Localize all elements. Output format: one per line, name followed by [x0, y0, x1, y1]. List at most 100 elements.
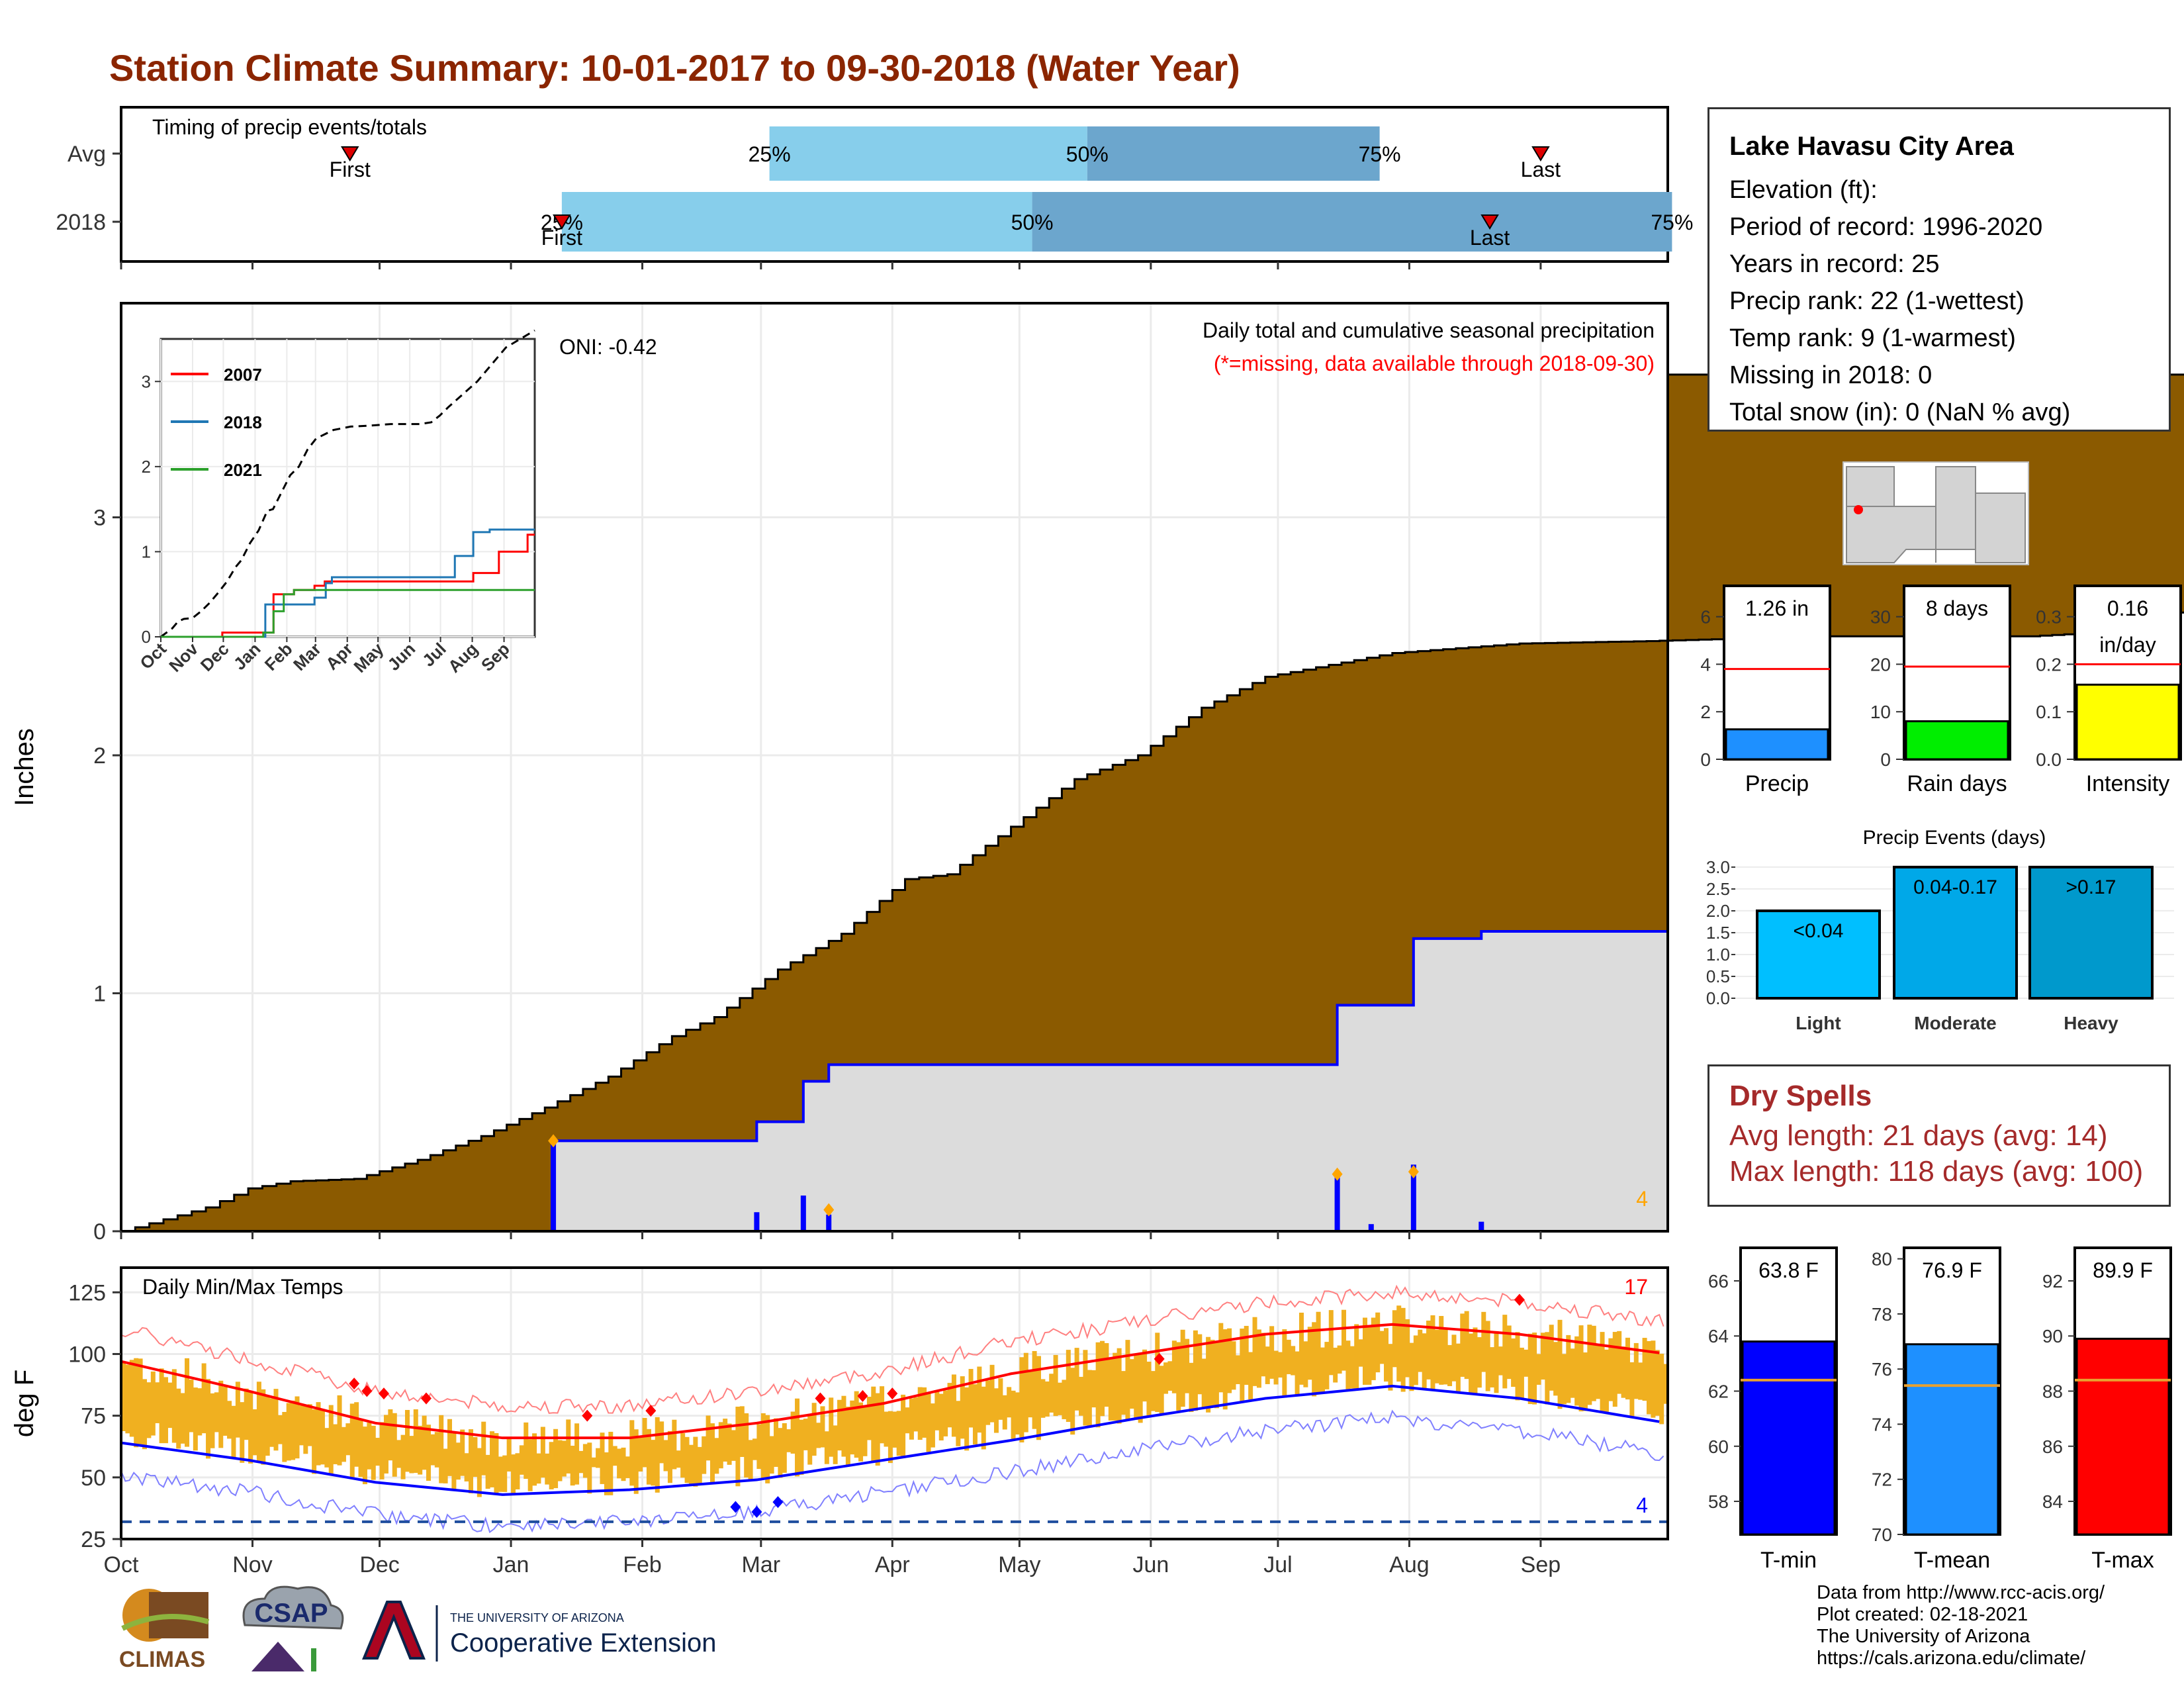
daily-temp-bar [1015, 1392, 1020, 1435]
inset-legend-label: 2021 [224, 460, 262, 480]
daily-temp-bar [235, 1382, 240, 1438]
daily-temp-bar [714, 1438, 719, 1474]
daily-temp-bar [702, 1436, 707, 1474]
daily-temp-bar [1040, 1379, 1046, 1418]
timing-label: Timing of precip events/totals [152, 115, 427, 139]
precip-events-tick-label: 0.0 [1706, 988, 1730, 1008]
daily-temp-bar [985, 1380, 991, 1425]
temp-bar-tick-label: 74 [1872, 1414, 1892, 1434]
daily-temp-bar [337, 1395, 342, 1466]
daily-temp-bar [557, 1440, 563, 1481]
inset-ytick-label: 3 [142, 371, 151, 391]
daily-temp-bar [1189, 1362, 1194, 1412]
precip-events-bar [1756, 909, 1881, 1000]
daily-temp-bar [896, 1411, 901, 1456]
daily-temp-bar [291, 1400, 296, 1460]
record-high-marker [1154, 1352, 1165, 1365]
daily-temp-bar [1655, 1350, 1660, 1416]
daily-temp-bar [1070, 1368, 1075, 1435]
daily-temp-bar [1413, 1335, 1418, 1385]
avg-max-line [120, 1323, 1660, 1440]
daily-temp-bar [379, 1422, 385, 1479]
daily-temp-bar [1087, 1370, 1092, 1427]
daily-temp-bar [1116, 1348, 1122, 1424]
station-snow: Total snow (in): 0 (NaN % avg) [1729, 399, 2071, 426]
precip-ytick-label: 0 [93, 1219, 106, 1244]
daily-temp-bar [1506, 1325, 1512, 1380]
daily-temp-bar [1629, 1362, 1635, 1417]
daily-temp-bar [1002, 1395, 1007, 1430]
daily-temp-bar [1481, 1311, 1486, 1372]
daily-temp-bar [960, 1376, 965, 1439]
daily-temp-bar [180, 1393, 185, 1444]
daily-temp-bar [1337, 1345, 1342, 1374]
missing-marker [1408, 1165, 1419, 1179]
daily-temp-bar [1434, 1329, 1439, 1383]
daily-temp-bar [1210, 1339, 1215, 1407]
daily-temp-bar [1316, 1311, 1321, 1394]
precip-events-tick-label: 2.5 [1706, 879, 1730, 899]
daily-temp-bar [964, 1387, 970, 1451]
last-label: Last [1470, 226, 1510, 250]
daily-temp-bar [905, 1407, 910, 1434]
daily-temp-bar [684, 1436, 690, 1483]
mini-chart-tick-label: 6 [1700, 607, 1711, 628]
daily-temp-bar [1608, 1338, 1614, 1401]
daily-temp-bar [434, 1432, 439, 1468]
last-marker-icon [1480, 214, 1499, 230]
daily-temp-bar [1451, 1335, 1457, 1382]
daily-temp-bar [1557, 1319, 1563, 1409]
precip-ytick-label: 2 [93, 743, 106, 769]
daily-temp-bar [1019, 1357, 1024, 1443]
timing-panel: Timing of precip events/totals Avg 25% 50% 7… [56, 106, 1693, 269]
daily-temp-bar [1298, 1313, 1304, 1385]
temp-month-label: Jul [1263, 1552, 1292, 1577]
daily-temp-bar [748, 1440, 753, 1479]
precip-events-panel: Precip Events (days) 0.00.5 1.0 1.52.02.53.… [1706, 827, 2174, 1033]
daily-temp-bar [1426, 1320, 1432, 1380]
precip-events-tick-label: 1.0 [1706, 945, 1730, 964]
daily-temp-bar [1561, 1354, 1567, 1405]
temp-count-bottom: 4 [1636, 1493, 1648, 1517]
daily-temp-bar [1044, 1381, 1050, 1417]
temp-bar [1741, 1340, 1836, 1536]
daily-temp-bar [485, 1454, 490, 1489]
daily-temp-bar [892, 1411, 897, 1448]
daily-temp-bar [1121, 1371, 1126, 1415]
daily-temp-bar [752, 1438, 758, 1460]
daily-temp-bar [447, 1419, 453, 1476]
daily-temp-bar [866, 1397, 872, 1440]
daily-temp-bar [269, 1398, 275, 1447]
daily-temp-bar [1286, 1339, 1291, 1374]
daily-temp-bar [723, 1419, 728, 1462]
timing-bar-low [769, 126, 1087, 181]
mini-chart-tick-label: 4 [1700, 654, 1711, 675]
missing-marker [548, 1134, 559, 1148]
temp-bar-tick-label: 78 [1872, 1304, 1892, 1325]
missing-marker [1332, 1167, 1343, 1181]
daily-temp-bar [460, 1429, 465, 1476]
daily-temp-bar [1007, 1387, 1012, 1418]
missing-note: (*=missing, data available through 2018-… [1214, 352, 1655, 375]
daily-temp-bar [1443, 1329, 1448, 1385]
daily-temp-bar [1227, 1328, 1232, 1393]
mini-bars-panel: 1.26 in 0 2 4 6 Precip 8 days 0 10 20 30 Rain days 0… [1700, 585, 2182, 796]
daily-temp-bar [1218, 1323, 1224, 1393]
daily-temp-bar [400, 1434, 406, 1479]
daily-temp-bar [651, 1440, 656, 1486]
mini-chart-value: 0.16 [2107, 596, 2148, 620]
precip-events-xlabel: Heavy [2064, 1013, 2118, 1033]
daily-temp-bar [1138, 1354, 1143, 1423]
precip-frame [120, 302, 1669, 1233]
daily-temp-bar [354, 1402, 359, 1467]
temp-month-label: Sep [1521, 1552, 1561, 1577]
temp-month-label: May [998, 1552, 1040, 1577]
daily-temp-bar [1642, 1338, 1647, 1401]
record-high-marker [361, 1385, 373, 1397]
daily-temp-bar [1261, 1333, 1266, 1377]
station-marker [1854, 505, 1863, 514]
daily-temp-bar [1536, 1354, 1541, 1385]
mini-chart-bar [1725, 728, 1829, 761]
first-label: First [330, 158, 371, 181]
daily-temp-bar [240, 1402, 245, 1463]
